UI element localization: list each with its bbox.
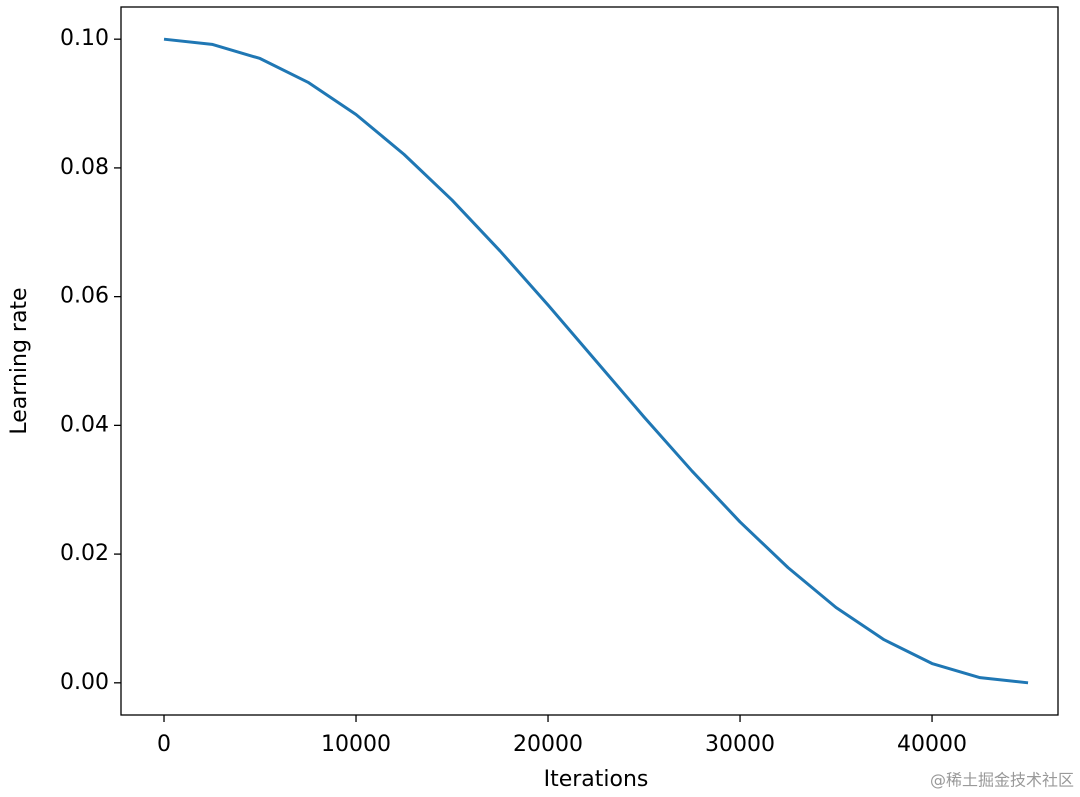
x-axis-label: Iterations [544,767,649,792]
y-axis-label: Learning rate [7,287,32,434]
x-tick-label: 0 [157,732,171,757]
y-tick-label: 0.02 [60,541,109,566]
x-tick-label: 30000 [705,732,775,757]
y-tick-label: 0.10 [60,26,109,51]
y-tick-label: 0.06 [60,284,109,309]
y-tick-label: 0.08 [60,155,109,180]
y-tick-label: 0.04 [60,412,109,437]
y-tick-label: 0.00 [60,670,109,695]
x-tick-label: 40000 [897,732,967,757]
x-tick-label: 10000 [321,732,391,757]
line [163,37,1029,685]
watermark: @稀土掘金技术社区 [930,771,1074,790]
plot-frame [120,6,1059,716]
x-tick-label: 20000 [513,732,583,757]
